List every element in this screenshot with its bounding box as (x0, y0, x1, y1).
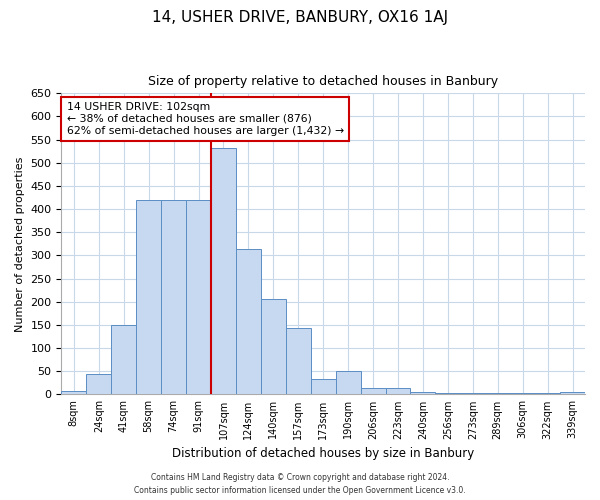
Bar (86, 374, 111, 394)
Bar (186, 200, 211, 394)
Text: 14, USHER DRIVE, BANBURY, OX16 1AJ: 14, USHER DRIVE, BANBURY, OX16 1AJ (152, 10, 448, 25)
Bar (560, 392, 585, 394)
Bar (386, 388, 410, 394)
Bar (61, 390, 86, 394)
Bar (211, 148, 236, 394)
Bar (286, 328, 311, 394)
Bar (311, 379, 335, 394)
Bar (460, 393, 485, 394)
Bar (161, 200, 186, 394)
Y-axis label: Number of detached properties: Number of detached properties (15, 156, 25, 332)
Bar (535, 393, 560, 394)
Bar (485, 393, 510, 394)
X-axis label: Distribution of detached houses by size in Banbury: Distribution of detached houses by size … (172, 447, 475, 460)
Bar (436, 393, 460, 394)
Bar (236, 248, 261, 394)
Text: 14 USHER DRIVE: 102sqm
← 38% of detached houses are smaller (876)
62% of semi-de: 14 USHER DRIVE: 102sqm ← 38% of detached… (67, 102, 344, 136)
Bar (361, 388, 386, 394)
Title: Size of property relative to detached houses in Banbury: Size of property relative to detached ho… (148, 75, 498, 88)
Text: Contains HM Land Registry data © Crown copyright and database right 2024.
Contai: Contains HM Land Registry data © Crown c… (134, 474, 466, 495)
Bar (410, 392, 436, 394)
Bar (136, 200, 161, 394)
Bar (335, 372, 361, 394)
Bar (111, 325, 136, 394)
Bar (510, 393, 535, 394)
Bar (261, 300, 286, 394)
